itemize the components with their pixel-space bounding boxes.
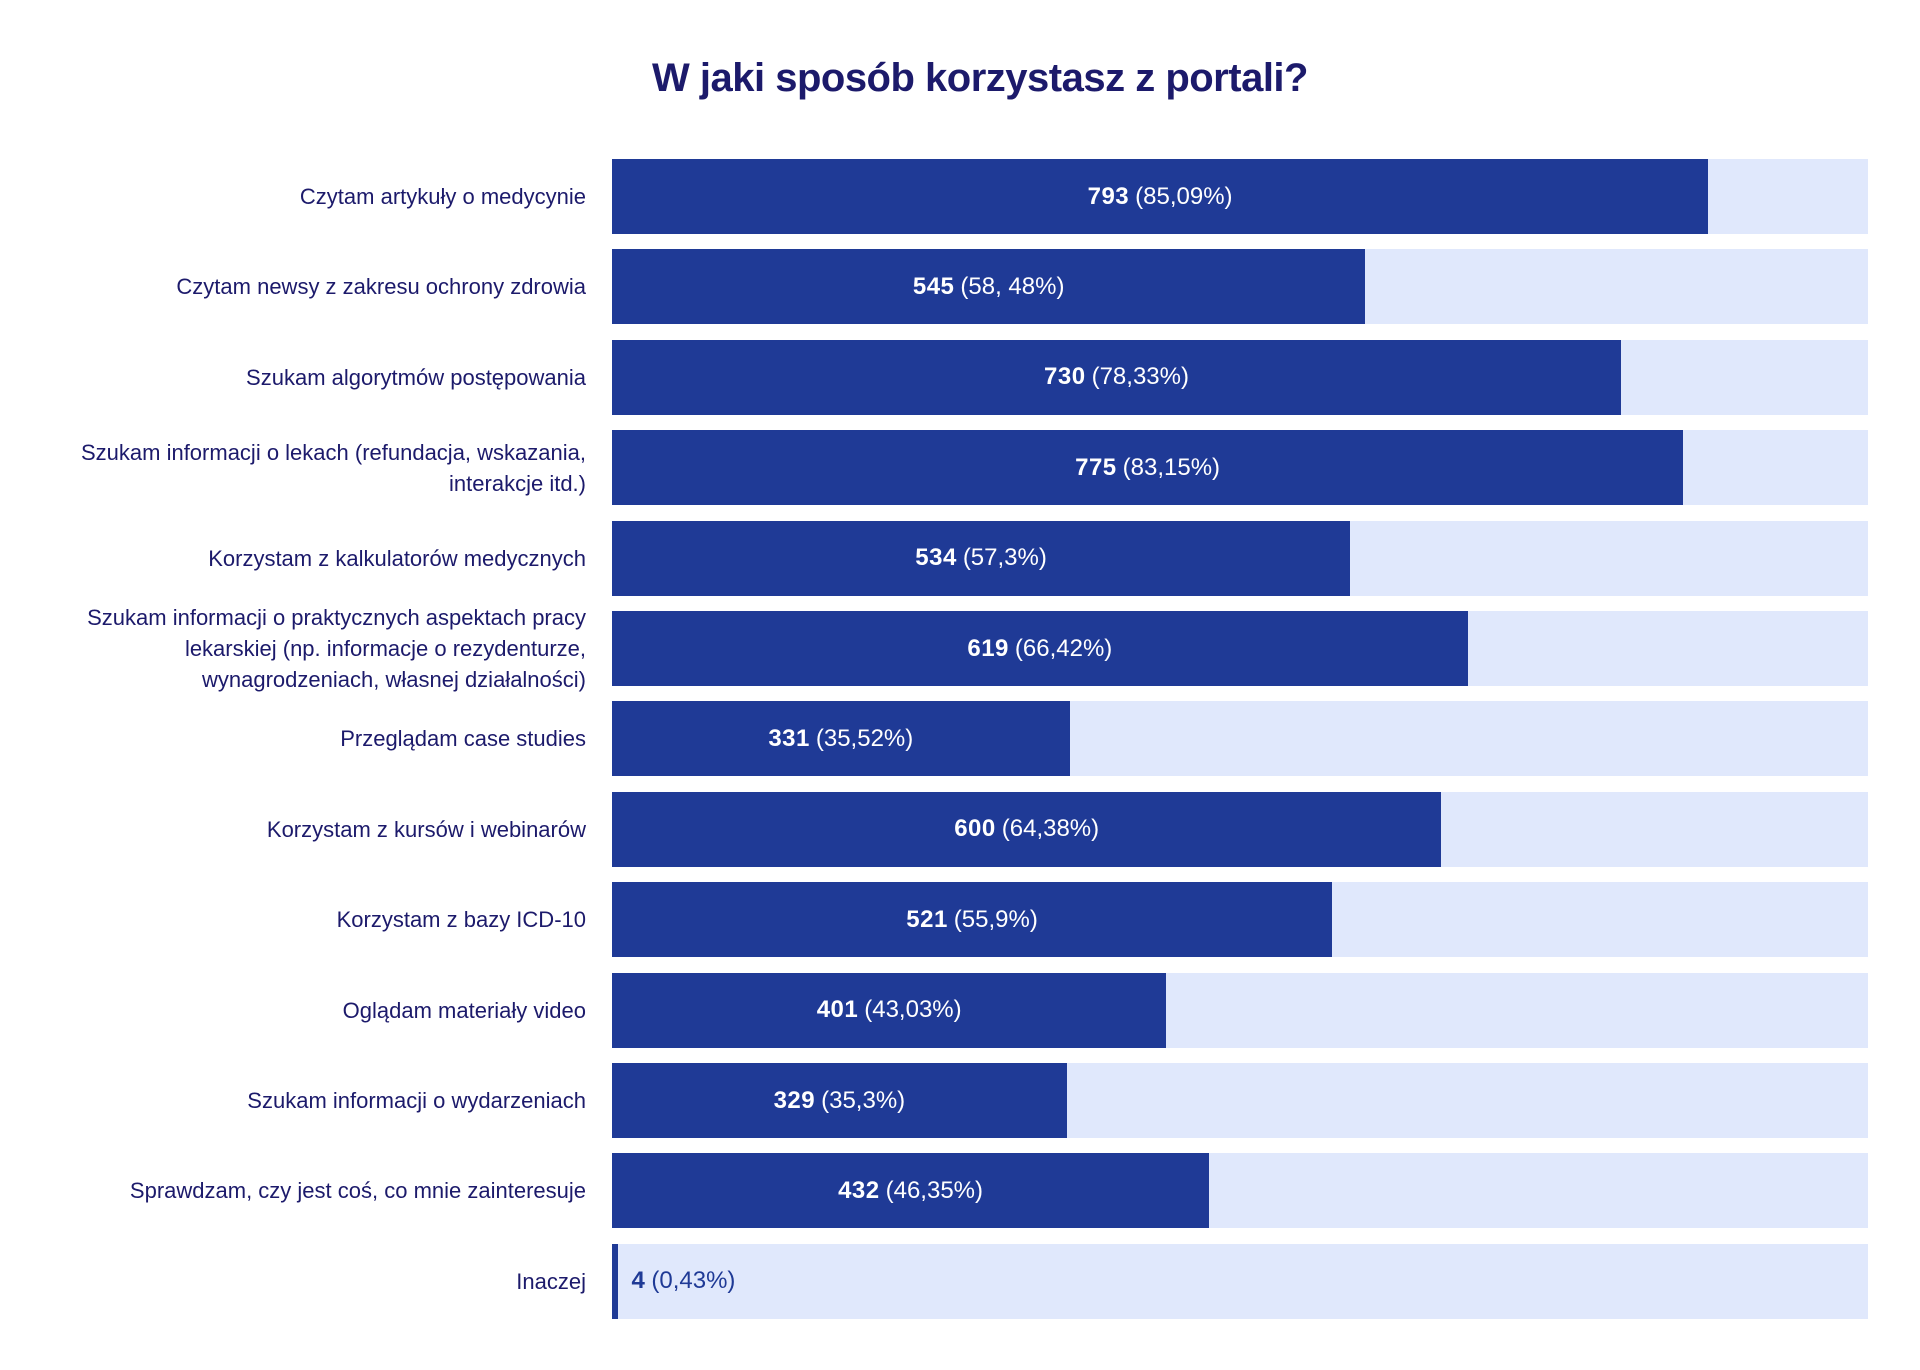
category-label: Szukam informacji o praktycznych aspekta…	[87, 605, 586, 692]
category-label: Przeglądam case studies	[340, 726, 586, 752]
percent-label: (78,33%)	[1091, 363, 1189, 391]
bar-row: Korzystam z kalkulatorów medycznych 534 (5…	[0, 520, 1920, 596]
bar-track: 329 (35,3%)	[612, 1063, 1868, 1138]
bar-row: Przeglądam case studies 331 (35,52%)	[0, 701, 1920, 777]
bar	[612, 520, 1351, 596]
data-label: 329 (35,3%)	[774, 1063, 906, 1138]
bar-row: Korzystam z kursów i webinarów 600 (64,38%…	[0, 791, 1920, 867]
count-label: 329	[773, 1086, 816, 1114]
percent-label: (46,35%)	[885, 1176, 983, 1204]
bar	[612, 430, 1684, 506]
count-label: 534	[915, 544, 957, 572]
category-label: Korzystam z bazy ICD-10	[336, 907, 586, 933]
percent-label: (0,43%)	[651, 1267, 736, 1295]
bar-row: Szukam informacji o wydarzeniach 329 (35,3…	[0, 1063, 1920, 1138]
data-label: 619 (66,42%)	[967, 611, 1112, 686]
bar	[612, 791, 1442, 867]
bar-row: Sprawdzam, czy jest coś, co mnie zainter…	[0, 1153, 1920, 1229]
category-label: Szukam informacji o wydarzeniach	[247, 1088, 586, 1113]
bar-track: 521 (55,9%)	[612, 882, 1868, 958]
category-label: Szukam algorytmów postępowania	[246, 364, 586, 390]
count-label: 600	[954, 815, 996, 843]
bar-track: 432 (46,35%)	[612, 1153, 1868, 1229]
percent-label: (35,52%)	[815, 724, 914, 752]
data-label: 401 (43,03%)	[817, 973, 962, 1048]
category-label: Czytam artykuły o medycynie	[299, 184, 586, 209]
bar-row: Czytam newsy z zakresu ochrony zdrowia 54…	[0, 249, 1920, 325]
bar-row: Korzystam z bazy ICD-10 521 (55,9%)	[0, 882, 1920, 958]
chart-title: W jaki sposób korzystasz z portali?	[652, 56, 1308, 100]
bar-row: Czytam artykuły o medycynie 793 (85,09%)	[0, 159, 1920, 234]
count-label: 545	[912, 272, 955, 300]
percent-label: (35,3%)	[821, 1086, 906, 1114]
percent-label: (58, 48%)	[960, 272, 1065, 300]
category-label: Szukam informacji o lekach (refundacja, …	[80, 439, 586, 496]
bar	[612, 701, 1070, 777]
percent-label: (83,15%)	[1122, 453, 1221, 481]
percent-label: (57,3%)	[962, 544, 1047, 572]
bar-track: 534 (57,3%)	[612, 520, 1868, 596]
category-label: Sprawdzam, czy jest coś, co mnie zainter…	[129, 1178, 586, 1204]
category-label: Czytam newsy z zakresu ochrony zdrowia	[176, 274, 586, 300]
data-label: 432 (46,35%)	[838, 1153, 983, 1228]
bar-row: Inaczej 4 (0,43%)	[0, 1243, 1920, 1319]
bar-track: 331 (35,52%)	[612, 701, 1868, 777]
bar-row: Szukam informacji o praktycznych aspekta…	[0, 605, 1920, 692]
data-label: 521 (55,9%)	[906, 882, 1038, 957]
bar-track: 730 (78,33%)	[612, 339, 1868, 415]
bar	[612, 611, 1468, 686]
bar-track: 793 (85,09%)	[612, 159, 1868, 234]
bar-track: 401 (43,03%)	[612, 972, 1868, 1048]
category-label: Korzystam z kalkulatorów medycznych	[208, 545, 586, 571]
percent-label: (43,03%)	[864, 996, 962, 1024]
count-label: 4	[631, 1267, 646, 1295]
data-label: 730 (78,33%)	[1044, 340, 1189, 415]
bar	[612, 1063, 1067, 1138]
bar-track: 619 (66,42%)	[612, 611, 1868, 686]
count-label: 401	[816, 996, 859, 1024]
category-label: Korzystam z kursów i webinarów	[266, 816, 586, 842]
data-label: 793 (85,09%)	[1088, 159, 1233, 234]
bar	[612, 1243, 618, 1319]
count-label: 730	[1044, 363, 1086, 391]
bar-track: 600 (64,38%)	[612, 791, 1868, 867]
percent-label: (85,09%)	[1135, 182, 1233, 210]
category-label: Inaczej	[516, 1268, 586, 1294]
percent-label: (55,9%)	[953, 905, 1038, 933]
count-label: 775	[1075, 453, 1117, 481]
bar	[612, 972, 1167, 1048]
count-label: 432	[838, 1176, 880, 1204]
data-label: 600 (64,38%)	[954, 792, 1099, 867]
percent-label: (64,38%)	[1001, 815, 1100, 843]
bar	[612, 1153, 1210, 1229]
bar-track: 4 (0,43%)	[612, 1243, 1868, 1319]
data-label: 331 (35,52%)	[768, 701, 913, 776]
bar-row: Szukam informacji o lekach (refundacja, …	[0, 430, 1920, 506]
bar	[612, 339, 1622, 415]
bar-row: Oglądam materiały video 401 (43,03%)	[0, 972, 1920, 1048]
category-label: Oglądam materiały video	[342, 997, 586, 1023]
bar	[612, 159, 1709, 234]
bar-track: 775 (83,15%)	[612, 430, 1868, 506]
count-label: 793	[1087, 182, 1130, 210]
count-label: 331	[768, 724, 810, 752]
count-label: 619	[967, 634, 1009, 662]
data-label: 534 (57,3%)	[915, 521, 1047, 596]
bar	[612, 882, 1333, 958]
bar	[612, 249, 1366, 325]
data-label: 4 (0,43%)	[632, 1244, 736, 1319]
count-label: 521	[906, 905, 948, 933]
percent-label: (66,42%)	[1014, 634, 1113, 662]
bar-row: Szukam algorytmów postępowania 730 (78,33%…	[0, 339, 1920, 415]
bar-track: 545 (58, 48%)	[612, 249, 1868, 325]
data-label: 775 (83,15%)	[1075, 430, 1220, 505]
data-label: 545 (58, 48%)	[913, 249, 1065, 324]
